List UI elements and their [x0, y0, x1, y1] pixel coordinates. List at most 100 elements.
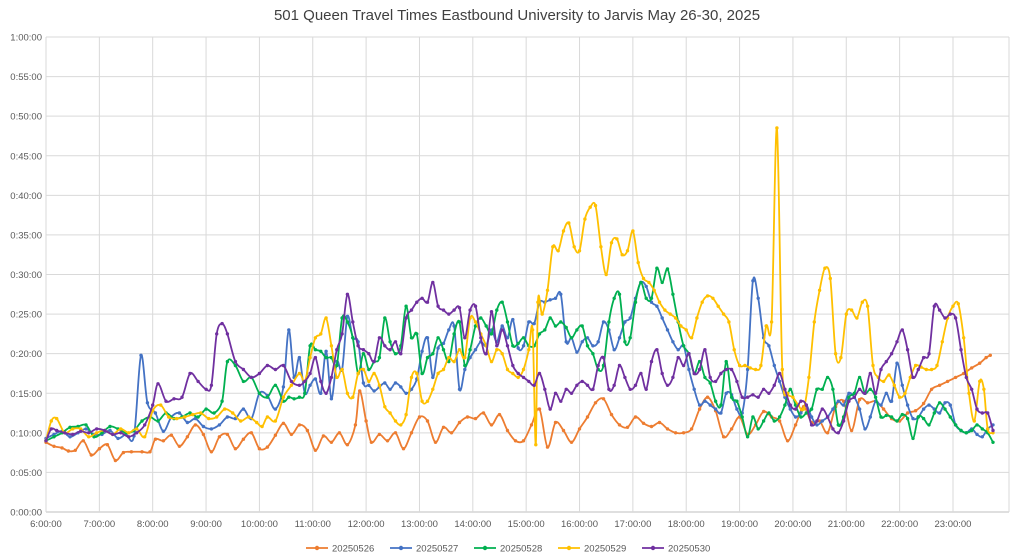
- data-point: [257, 391, 262, 395]
- x-tick-label: 11:00:00: [295, 519, 331, 530]
- data-point: [497, 412, 502, 417]
- x-tick-label: 12:00:00: [348, 519, 385, 530]
- data-point: [52, 444, 56, 448]
- data-point: [388, 411, 392, 415]
- data-point: [687, 352, 691, 356]
- data-point: [84, 427, 88, 431]
- data-point: [495, 348, 499, 352]
- data-point: [799, 399, 803, 403]
- data-point: [980, 427, 984, 431]
- data-point: [815, 387, 819, 391]
- data-point: [431, 375, 435, 380]
- data-point: [852, 395, 856, 399]
- data-point: [655, 304, 659, 308]
- data-point: [799, 411, 803, 415]
- data-point: [724, 367, 728, 372]
- data-point: [188, 411, 192, 415]
- x-tick-label: 10:00:00: [241, 519, 278, 530]
- data-point: [916, 415, 920, 419]
- data-point: [689, 336, 694, 340]
- data-point: [745, 395, 750, 399]
- data-point: [484, 352, 488, 356]
- data-point: [788, 387, 792, 391]
- data-point: [625, 425, 630, 429]
- data-point: [249, 375, 254, 380]
- data-point: [281, 421, 286, 425]
- data-point: [777, 371, 782, 376]
- data-point: [681, 344, 686, 348]
- data-point: [556, 249, 560, 253]
- data-point: [409, 308, 414, 312]
- data-point: [81, 439, 86, 443]
- data-point: [505, 336, 510, 340]
- data-point: [596, 363, 600, 368]
- data-point: [884, 359, 888, 364]
- data-point: [865, 401, 870, 405]
- data-point: [372, 389, 376, 393]
- data-point: [367, 383, 371, 387]
- data-point: [489, 359, 494, 364]
- data-point: [225, 332, 230, 336]
- data-point: [569, 391, 574, 395]
- data-point: [641, 276, 646, 281]
- data-point: [978, 379, 982, 384]
- data-point: [537, 407, 542, 411]
- data-point: [151, 403, 155, 407]
- data-point: [553, 420, 558, 425]
- data-point: [324, 316, 328, 320]
- data-point: [201, 432, 206, 437]
- data-point: [308, 383, 312, 387]
- data-point: [767, 411, 771, 415]
- data-point: [540, 312, 544, 316]
- data-point: [833, 352, 838, 356]
- data-point: [52, 432, 56, 437]
- data-point: [383, 381, 387, 385]
- data-point: [836, 399, 840, 403]
- data-point: [319, 332, 323, 336]
- legend-label: 20250530: [668, 544, 710, 555]
- data-point: [553, 391, 558, 395]
- legend-item-20250526: 20250526: [306, 544, 374, 555]
- data-point: [351, 395, 355, 399]
- data-point: [783, 387, 787, 391]
- data-point: [713, 399, 718, 403]
- data-point: [569, 440, 574, 444]
- data-point: [783, 395, 787, 399]
- data-point: [79, 429, 83, 433]
- data-point: [871, 363, 875, 368]
- data-point: [273, 433, 278, 437]
- data-point: [585, 336, 590, 340]
- data-point: [431, 387, 435, 391]
- legend-marker: [482, 545, 488, 551]
- data-point: [225, 415, 230, 419]
- data-point: [980, 411, 984, 415]
- data-point: [361, 381, 366, 385]
- data-point: [529, 423, 534, 427]
- data-point: [62, 431, 67, 435]
- data-point: [793, 407, 798, 411]
- data-point: [191, 412, 195, 417]
- data-point: [628, 316, 632, 320]
- data-point: [297, 395, 302, 399]
- data-point: [169, 433, 174, 437]
- data-point: [828, 276, 832, 281]
- data-point: [367, 379, 371, 384]
- data-point: [761, 409, 766, 414]
- data-point: [537, 332, 542, 336]
- data-point: [505, 428, 510, 433]
- data-point: [308, 355, 312, 360]
- data-point: [953, 375, 958, 380]
- data-point: [55, 428, 59, 433]
- data-point: [775, 126, 779, 130]
- data-point: [713, 379, 718, 384]
- data-point: [145, 401, 150, 405]
- data-point: [984, 355, 988, 360]
- data-point: [948, 403, 952, 407]
- data-point: [521, 439, 526, 443]
- data-point: [676, 348, 680, 352]
- data-point: [148, 450, 152, 454]
- data-point: [372, 359, 376, 364]
- data-point: [791, 395, 795, 399]
- data-point: [673, 316, 678, 320]
- data-point: [177, 444, 182, 448]
